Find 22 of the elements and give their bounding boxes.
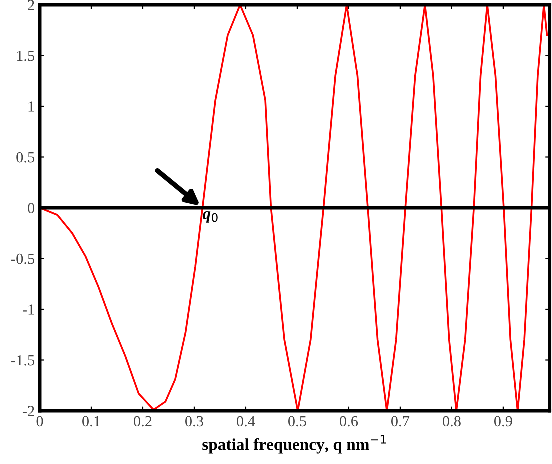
x-tick-label: 0.6 (340, 416, 358, 427)
annotation: q$_{0}$ (202, 211, 218, 223)
x-tick-label: 0.2 (134, 416, 152, 427)
y-tick-label: 1 (28, 102, 34, 112)
y-tick-label: 0 (28, 203, 35, 214)
y-tick-label: 2 (28, 0, 34, 10)
y-tick-label: -2 (22, 406, 34, 416)
line-series (40, 5, 548, 411)
y-tick-label: -1 (22, 304, 34, 315)
x-tick-label: 0 (36, 416, 44, 427)
x-tick-label: 0.3 (186, 416, 204, 427)
x-tick-label: 0.4 (237, 416, 256, 427)
y-tick-label: -1.5 (12, 355, 35, 366)
x-tick-label: 0.5 (288, 416, 306, 427)
x-tick-label: 0.7 (391, 416, 410, 427)
x-tick-label: 0.8 (442, 416, 461, 427)
y-tick-label: 1.5 (17, 50, 35, 62)
x-tick-label: 0.1 (82, 416, 100, 427)
x-axis-title: spatial frequency, q nm$^{−1}$ (202, 435, 386, 454)
y-tick-label: 0.5 (16, 152, 35, 163)
y-tick-label: -0.5 (12, 254, 35, 264)
x-tick-label: 0.9 (494, 416, 512, 427)
